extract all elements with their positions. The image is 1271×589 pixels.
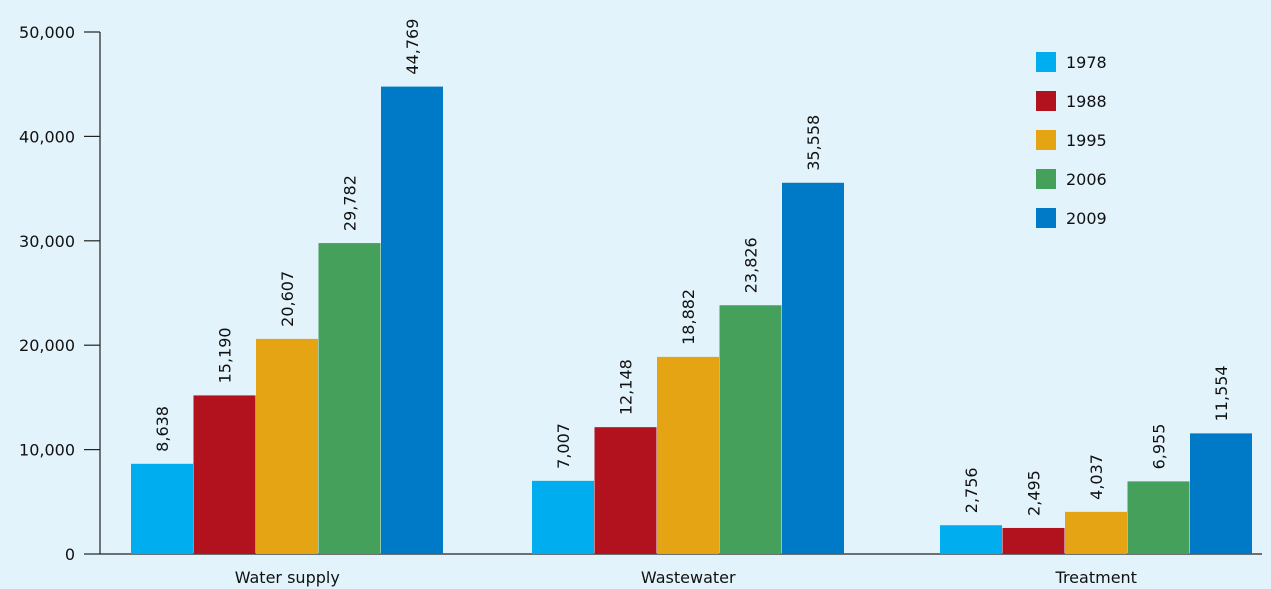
y-tick-label: 40,000	[19, 127, 75, 146]
data-labels: 8,638 15,190 20,607 29,782 44,769 7,007 12,148…	[153, 19, 1231, 516]
data-label: 23,826	[742, 237, 761, 293]
bar-1988-1	[594, 427, 657, 554]
legend-label: 2006	[1066, 170, 1107, 189]
data-label: 29,782	[341, 175, 360, 231]
y-tick-label: 50,000	[19, 23, 75, 42]
legend-label: 1995	[1066, 131, 1107, 150]
legend-label: 1978	[1066, 53, 1107, 72]
legend-swatch-1995	[1036, 130, 1056, 150]
data-label: 12,148	[617, 359, 636, 415]
legend-label: 1988	[1066, 92, 1107, 111]
y-tick-label: 30,000	[19, 232, 75, 251]
data-label: 11,554	[1212, 365, 1231, 421]
legend-swatch-1988	[1036, 91, 1056, 111]
x-category-label: Treatment	[1055, 568, 1137, 587]
data-label: 7,007	[554, 423, 573, 469]
data-label: 8,638	[153, 406, 172, 452]
bar-2006-1	[719, 305, 782, 554]
legend-swatch-2006	[1036, 169, 1056, 189]
bar-1995-0	[256, 338, 318, 554]
bars	[131, 86, 1252, 555]
data-label: 35,558	[804, 115, 823, 171]
bar-1978-0	[131, 463, 193, 554]
data-label: 15,190	[216, 327, 235, 383]
data-label: 4,037	[1087, 454, 1106, 500]
bar-1978-1	[532, 480, 594, 554]
legend-swatch-2009	[1036, 208, 1056, 228]
bar-2009-1	[782, 182, 844, 554]
data-label: 20,607	[278, 271, 297, 327]
bar-1988-0	[193, 395, 256, 554]
bar-1995-2	[1065, 511, 1127, 554]
legend-swatch-1978	[1036, 52, 1056, 72]
bar-2006-0	[318, 243, 381, 554]
data-label: 18,882	[679, 289, 698, 345]
bar-1988-2	[1002, 527, 1065, 554]
legend-label: 2009	[1066, 209, 1107, 228]
bar-2006-2	[1127, 481, 1190, 554]
y-tick-label: 0	[65, 545, 75, 564]
bar-2009-2	[1190, 433, 1252, 554]
x-category-label: Wastewater	[641, 568, 736, 587]
bar-1978-2	[940, 525, 1002, 554]
y-tick-label: 10,000	[19, 441, 75, 460]
data-label: 44,769	[403, 19, 422, 75]
data-label: 2,495	[1025, 470, 1044, 516]
legend: 1978 1988 1995 2006 2009	[1036, 52, 1107, 228]
bar-1995-1	[657, 356, 719, 554]
data-label: 6,955	[1150, 424, 1169, 470]
x-category-label: Water supply	[235, 568, 340, 587]
data-label: 2,756	[962, 467, 981, 513]
bar-2009-0	[381, 86, 443, 555]
y-tick-label: 20,000	[19, 336, 75, 355]
